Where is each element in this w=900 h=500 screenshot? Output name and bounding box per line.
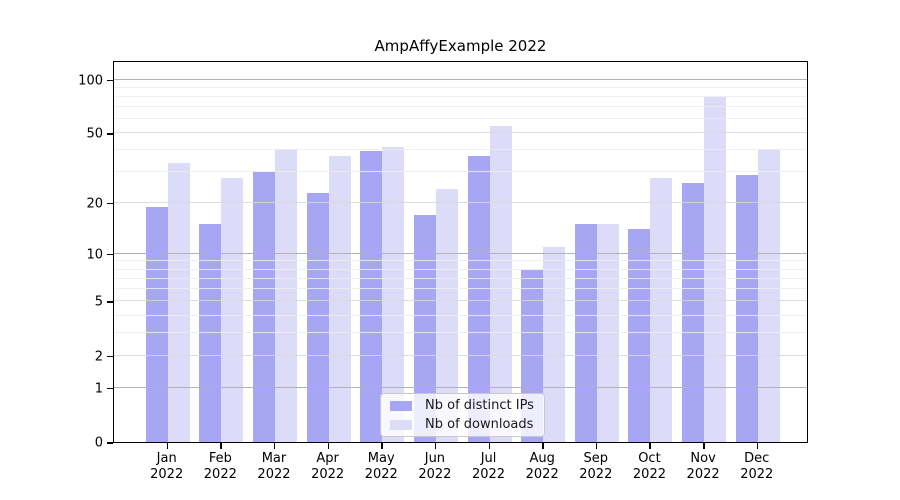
y-tick-label: 10	[86, 247, 103, 263]
gridline	[114, 86, 807, 88]
x-tick-label: Jul 2022	[471, 451, 506, 482]
bar-distinct-ips	[682, 183, 705, 442]
gridline	[114, 354, 807, 356]
x-tick-mark	[381, 443, 383, 449]
y-tick-label: 2	[94, 349, 103, 365]
x-tick-label: Mar 2022	[257, 451, 291, 482]
bar-downloads	[382, 146, 405, 442]
gridline	[114, 288, 807, 290]
y-tick-mark	[107, 442, 113, 444]
gridline	[114, 132, 807, 134]
gridline	[114, 171, 807, 173]
bar-downloads	[757, 148, 780, 442]
gridline	[114, 300, 807, 302]
bar-downloads	[650, 177, 673, 442]
gridline	[114, 252, 807, 254]
bar-distinct-ips	[735, 175, 758, 442]
y-tick-mark	[107, 301, 113, 303]
legend-swatch-downloads	[390, 419, 412, 430]
gridline	[114, 149, 807, 151]
gridline	[114, 260, 807, 262]
x-tick-mark	[327, 443, 330, 449]
y-tick-label: 5	[94, 294, 103, 310]
gridline	[114, 96, 807, 98]
gridline	[114, 277, 807, 279]
x-tick-mark	[220, 443, 222, 449]
x-tick-label: Apr 2022	[311, 451, 345, 482]
bar-downloads	[543, 246, 566, 442]
bar-downloads	[328, 156, 351, 442]
x-tick-label: Aug 2022	[525, 451, 559, 482]
bar-distinct-ips	[252, 172, 275, 442]
y-tick-label: 0	[94, 435, 103, 451]
bar-distinct-ips	[467, 156, 490, 442]
y-tick-mark	[107, 253, 113, 256]
gridline	[114, 78, 807, 80]
x-tick-mark	[488, 443, 491, 449]
bar-distinct-ips	[145, 206, 168, 442]
gridline	[114, 386, 807, 388]
legend-label: Nb of distinct IPs	[425, 398, 534, 413]
gridline	[114, 106, 807, 108]
bar-downloads	[489, 126, 512, 442]
x-tick-label: Sep 2022	[579, 451, 613, 482]
gridline	[114, 202, 807, 203]
bar-downloads	[167, 162, 190, 442]
y-tick-mark	[107, 355, 113, 358]
gridline	[114, 118, 807, 120]
y-tick-mark	[107, 79, 113, 82]
x-tick-mark	[595, 443, 598, 449]
y-tick-mark	[107, 387, 113, 390]
bar-downloads	[221, 177, 244, 442]
y-tick-label: 100	[78, 73, 103, 89]
y-tick-label: 1	[94, 381, 103, 397]
x-tick-label: Oct 2022	[632, 451, 666, 482]
bar-distinct-ips	[628, 229, 651, 442]
x-tick-mark	[166, 443, 169, 449]
legend-label: Nb of downloads	[425, 417, 534, 432]
x-tick-label: May 2022	[364, 451, 398, 482]
x-tick-label: Jan 2022	[150, 451, 184, 482]
y-tick-mark	[107, 202, 113, 205]
y-tick-label: 50	[86, 126, 103, 142]
x-tick-mark	[273, 443, 276, 449]
legend-item-distinct-ips: Nb of distinct IPs	[390, 398, 535, 413]
y-tick-label: 20	[86, 196, 103, 212]
legend-item-downloads: Nb of downloads	[390, 417, 535, 432]
legend-swatch-distinct-ips	[390, 400, 412, 411]
chart-title: AmpAffyExample 2022	[374, 37, 547, 55]
bar-downloads	[274, 148, 297, 442]
x-tick-mark	[434, 443, 437, 449]
gridline	[114, 332, 807, 334]
x-tick-label: Nov 2022	[686, 451, 720, 482]
y-tick-mark	[107, 133, 113, 135]
x-tick-label: Feb 2022	[203, 451, 237, 482]
bar-distinct-ips	[360, 150, 383, 442]
x-tick-mark	[649, 443, 651, 449]
x-tick-mark	[756, 443, 759, 449]
x-tick-label: Jun 2022	[418, 451, 452, 482]
legend: Nb of distinct IPs Nb of downloads	[380, 393, 545, 437]
x-tick-mark	[542, 443, 544, 449]
bar-distinct-ips	[413, 215, 436, 442]
x-tick-label: Dec 2022	[740, 451, 774, 482]
gridline	[114, 314, 807, 316]
plot-area	[113, 61, 808, 443]
x-tick-mark	[703, 443, 705, 449]
gridline	[114, 268, 807, 270]
bar-downloads	[435, 189, 458, 442]
bar-distinct-ips	[306, 192, 329, 442]
